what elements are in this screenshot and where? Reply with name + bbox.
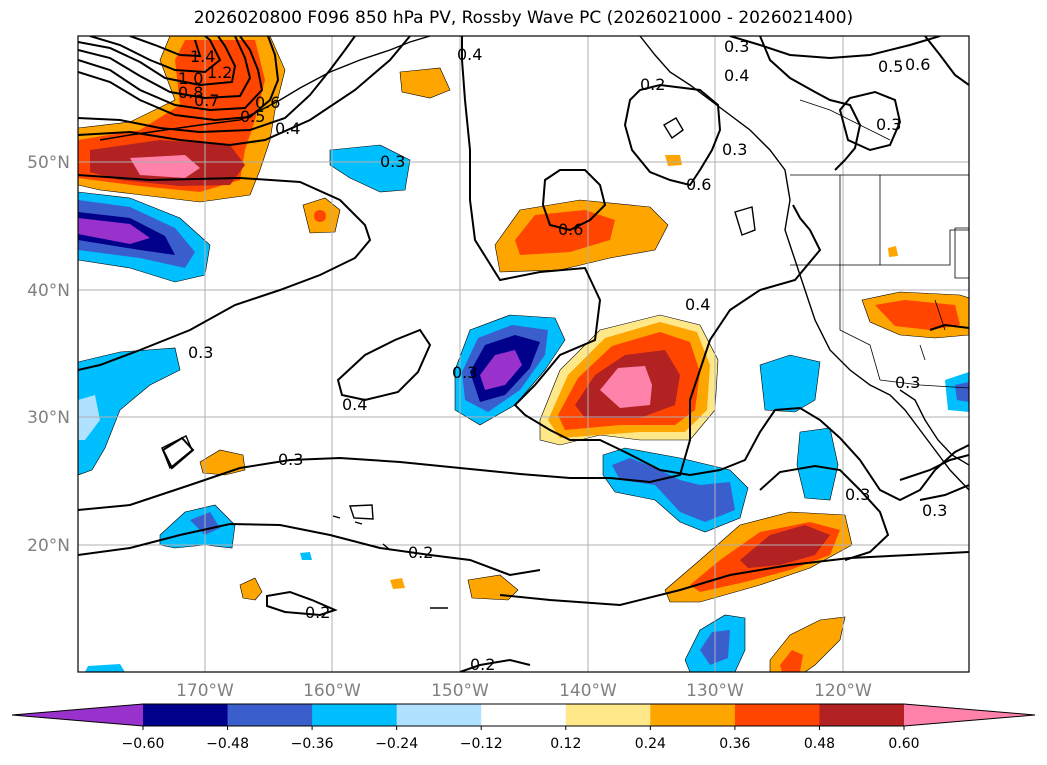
pos-anomaly-nw-4 xyxy=(130,155,200,178)
contour-label: 0.3 xyxy=(722,140,747,159)
contour-label: 0.3 xyxy=(380,152,405,171)
contour-label: 1.2 xyxy=(207,63,232,82)
pos-anomaly-w6 xyxy=(390,578,405,589)
contour-label: 0.6 xyxy=(558,220,583,239)
neg-anomaly-w1 xyxy=(78,347,181,476)
neg-anomaly-e1 xyxy=(759,354,821,413)
contour-labels: 1.4 1.2 1.0 0.8 0.7 0.6 0.5 0.4 0.4 0.3 … xyxy=(178,37,947,674)
contour-label: 0.3 xyxy=(724,37,749,56)
colorbar-tick-label: −0.36 xyxy=(291,736,334,752)
colorbar-tick-label: 0.24 xyxy=(635,736,666,752)
lat-label: 50°N xyxy=(27,153,70,173)
pos-anomaly-se-3 xyxy=(740,525,830,568)
contour-label: 0.4 xyxy=(724,66,749,85)
colorbar-tick-label: −0.12 xyxy=(460,736,503,752)
contour-label: 0.3 xyxy=(188,343,213,362)
neg-anomaly-e3b xyxy=(955,382,969,402)
contour-label: 0.3 xyxy=(452,363,477,382)
colorbar-segment xyxy=(396,704,482,726)
lon-label: 130°W xyxy=(686,681,744,701)
contour-label: 0.2 xyxy=(408,543,433,562)
neg-anomaly-e2 xyxy=(796,427,839,501)
contour-label: 0.6 xyxy=(905,55,930,74)
neg-anomaly-nw-4 xyxy=(78,218,150,244)
lon-label: 140°W xyxy=(559,681,617,701)
pos-anomaly-center-n-2 xyxy=(515,210,615,255)
colorbar-segment xyxy=(143,704,229,726)
map-title: 2026020800 F096 850 hPa PV, Rossby Wave … xyxy=(193,8,854,28)
contour-label: 0.4 xyxy=(457,45,482,64)
colorbar-segment xyxy=(819,704,905,726)
contour-label: 1.0 xyxy=(178,69,203,88)
contour-label: 0.2 xyxy=(470,655,495,674)
colorbar-segment xyxy=(650,704,736,726)
contour-label: 0.3 xyxy=(876,115,901,134)
colorbar-segment xyxy=(734,704,820,726)
neg-anomaly-center-4 xyxy=(480,350,522,390)
colorbar-extend-min xyxy=(12,704,143,726)
contour-label: 0.3 xyxy=(278,450,303,469)
contour-label: 0.3 xyxy=(922,501,947,520)
pos-anomaly-w2 xyxy=(199,449,246,476)
contour-label: 0.4 xyxy=(342,395,367,414)
pos-anomaly-center-s-5 xyxy=(600,366,652,408)
contour-label: 0.3 xyxy=(895,373,920,392)
lat-label: 40°N xyxy=(27,281,70,301)
contour-label: 0.7 xyxy=(194,91,219,110)
lon-label: 120°W xyxy=(814,681,872,701)
colorbar-segment xyxy=(565,704,651,726)
neg-anomaly-se-2 xyxy=(612,458,735,522)
colorbar-tick-label: −0.48 xyxy=(206,736,249,752)
contour-label: 0.6 xyxy=(686,175,711,194)
colorbar-segment xyxy=(481,704,567,726)
colorbar-segment xyxy=(312,704,398,726)
contour-label: 0.5 xyxy=(240,107,265,126)
contour-label: 1.4 xyxy=(190,47,215,66)
pos-anomaly-ne-2 xyxy=(875,300,960,330)
neg-anomaly-w7 xyxy=(300,552,312,560)
contour-label: 0.2 xyxy=(305,603,330,622)
pos-anomaly-w4 xyxy=(239,577,263,601)
contour-label: 0.3 xyxy=(845,485,870,504)
colorbar xyxy=(11,703,1036,727)
contour-label: 0.2 xyxy=(640,75,665,94)
lon-axis: 170°W 160°W 150°W 140°W 130°W 120°W xyxy=(176,681,872,701)
map-frame xyxy=(77,35,970,673)
pos-anomaly-small-2 xyxy=(399,67,451,99)
lat-label: 20°N xyxy=(27,536,70,556)
contour-label: 0.4 xyxy=(685,295,710,314)
colorbar-tick-label: 0.36 xyxy=(719,736,750,752)
pos-anomaly-center-n-3 xyxy=(665,155,682,166)
coastlines xyxy=(99,36,969,609)
neg-anomaly-s3 xyxy=(85,664,125,672)
lon-label: 150°W xyxy=(431,681,489,701)
colorbar-ticks: −0.60 −0.48 −0.36 −0.24 −0.12 0.12 0.24 0.36 0.4… xyxy=(122,726,920,752)
pos-anomaly-s2b xyxy=(780,650,803,672)
lon-label: 170°W xyxy=(176,681,234,701)
neg-anomaly-small-1 xyxy=(329,144,411,193)
contour-label: 0.4 xyxy=(275,119,300,138)
colorbar-tick-label: −0.24 xyxy=(375,736,418,752)
colorbar-tick-label: 0.12 xyxy=(550,736,581,752)
contour-label: 0.6 xyxy=(255,93,280,112)
pos-anomaly-w5 xyxy=(467,574,519,601)
colorbar-extend-max xyxy=(904,704,1035,726)
contour-label: 0.5 xyxy=(878,57,903,76)
pos-anomaly-ne-3 xyxy=(888,246,898,257)
colorbar-tick-label: −0.60 xyxy=(122,736,165,752)
contour-label: 0.8 xyxy=(178,83,203,102)
colorbar-tick-label: 0.48 xyxy=(804,736,835,752)
colorbar-tick-label: 0.60 xyxy=(888,736,919,752)
lon-label: 160°W xyxy=(303,681,361,701)
lat-label: 30°N xyxy=(27,408,70,428)
pv-contours xyxy=(78,36,969,672)
lat-axis: 50°N 40°N 30°N 20°N xyxy=(27,153,70,556)
colorbar-segment xyxy=(227,704,313,726)
